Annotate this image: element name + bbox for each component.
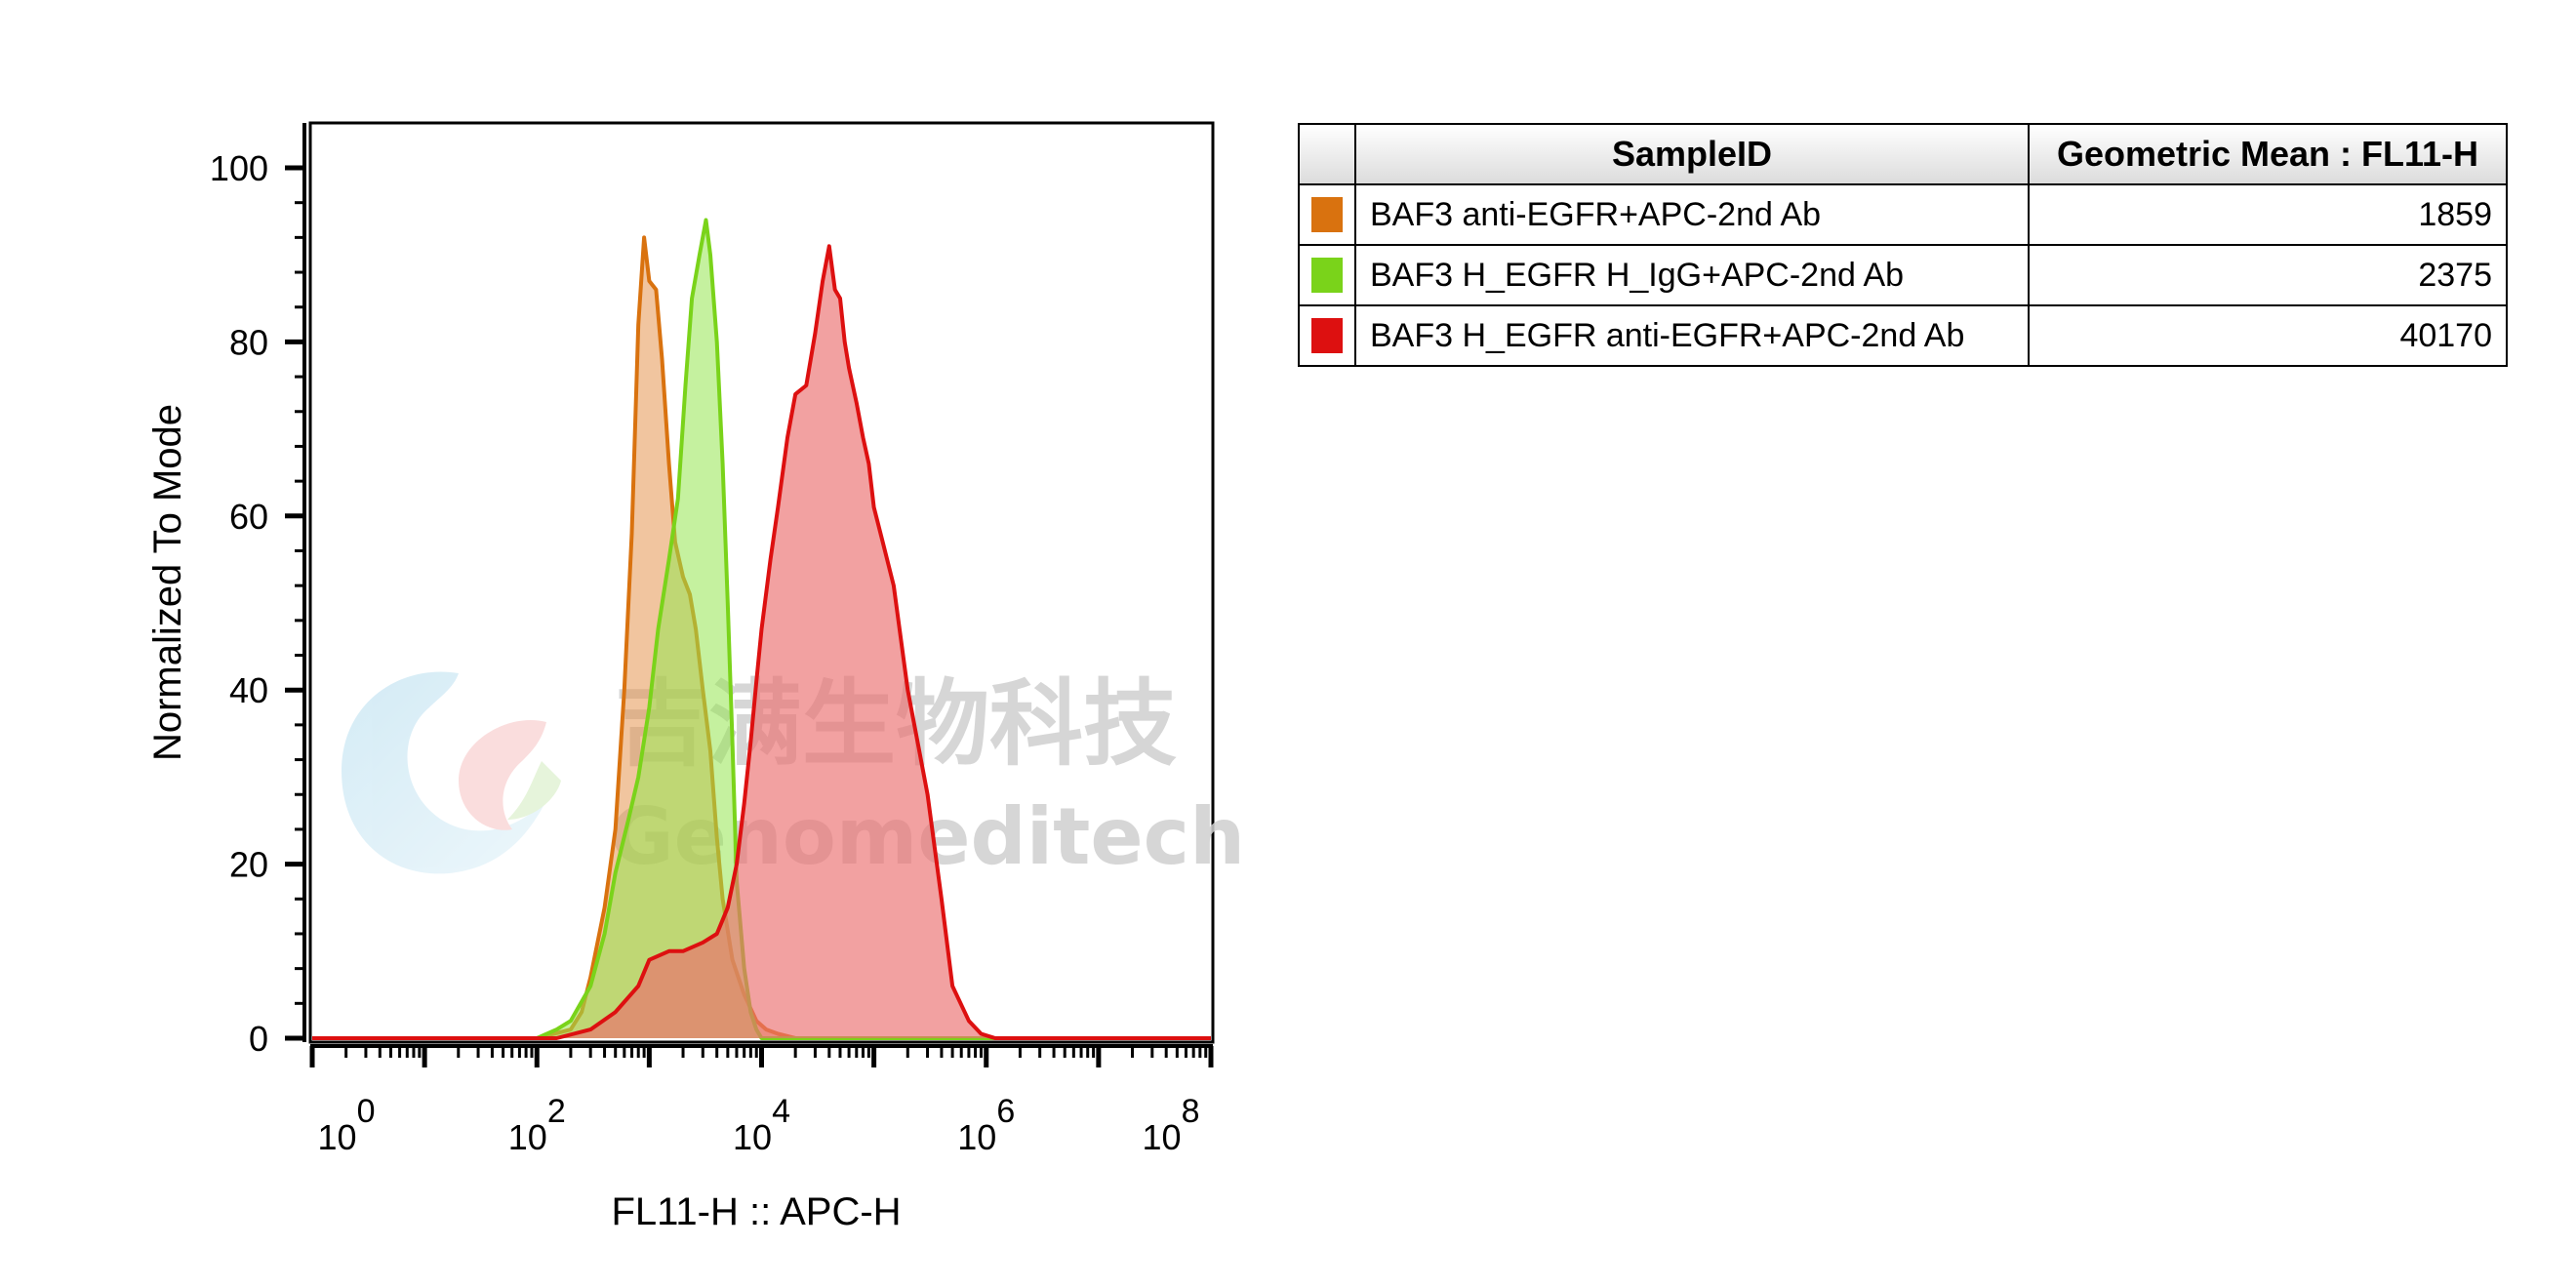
table-header-swatch bbox=[1298, 123, 1356, 185]
swatch-cell bbox=[1298, 183, 1356, 246]
x-tick-label: 102 bbox=[508, 1093, 566, 1157]
statistics-table: SampleID Geometric Mean : FL11-H BAF3 an… bbox=[1298, 123, 2508, 367]
series-line-3 bbox=[312, 244, 1211, 1040]
table-row: BAF3 H_EGFR H_IgG+APC-2nd Ab 2375 bbox=[1298, 244, 2508, 306]
y-tick-label: 60 bbox=[229, 497, 268, 537]
y-axis-title: Normalized To Mode bbox=[146, 404, 189, 761]
axis-layer: 0 20 40 60 80 100 100 102 104 106 108 bbox=[210, 123, 1214, 1157]
y-tick-label: 100 bbox=[210, 148, 268, 188]
table-row: BAF3 H_EGFR anti-EGFR+APC-2nd Ab 40170 bbox=[1298, 304, 2508, 367]
color-swatch bbox=[1311, 318, 1343, 353]
geomean-cell: 40170 bbox=[2028, 304, 2508, 367]
color-swatch bbox=[1311, 258, 1343, 293]
y-tick-label: 0 bbox=[249, 1019, 268, 1059]
table-header-geomean: Geometric Mean : FL11-H bbox=[2028, 123, 2508, 185]
sample-id-cell: BAF3 H_EGFR anti-EGFR+APC-2nd Ab bbox=[1354, 304, 2030, 367]
sample-id-cell: BAF3 anti-EGFR+APC-2nd Ab bbox=[1354, 183, 2030, 246]
x-tick-label: 100 bbox=[318, 1093, 376, 1157]
series-layer bbox=[312, 218, 1211, 1040]
x-tick-label: 108 bbox=[1143, 1093, 1200, 1157]
table-row: BAF3 anti-EGFR+APC-2nd Ab 1859 bbox=[1298, 183, 2508, 246]
table-header-row: SampleID Geometric Mean : FL11-H bbox=[1298, 123, 2508, 185]
histogram-chart: 吉满生物科技 Genomeditech 02040608010010010210… bbox=[146, 121, 1245, 1233]
watermark-logo bbox=[342, 671, 561, 874]
geomean-cell: 1859 bbox=[2028, 183, 2508, 246]
x-tick-label: 104 bbox=[733, 1093, 790, 1157]
y-tick-label: 80 bbox=[229, 322, 268, 362]
x-axis-title: FL11-H :: APC-H bbox=[611, 1190, 901, 1233]
y-tick-label: 20 bbox=[229, 845, 268, 885]
table-header-sample: SampleID bbox=[1354, 123, 2030, 185]
color-swatch bbox=[1311, 197, 1343, 232]
sample-id-cell: BAF3 H_EGFR H_IgG+APC-2nd Ab bbox=[1354, 244, 2030, 306]
geomean-cell: 2375 bbox=[2028, 244, 2508, 306]
x-tick-label: 106 bbox=[957, 1093, 1015, 1157]
y-tick-label: 40 bbox=[229, 670, 268, 710]
swatch-cell bbox=[1298, 304, 1356, 367]
swatch-cell bbox=[1298, 244, 1356, 306]
